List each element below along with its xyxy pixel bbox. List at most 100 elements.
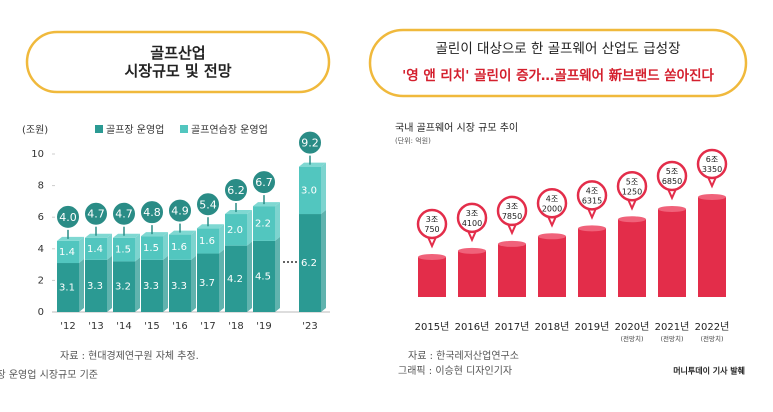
x-tick-label: '19: [256, 321, 271, 332]
y-tick-label: 10: [31, 149, 44, 160]
unit-label: (단위: 억원): [395, 136, 431, 145]
total-bubble: [167, 197, 193, 224]
bar-side: [219, 249, 224, 312]
bar-segment: [113, 237, 135, 262]
text-line: 2000: [542, 204, 562, 213]
label-bubble: [576, 180, 608, 211]
text-line: 1250: [622, 187, 642, 196]
source-note: 자료 : 한국레저산업연구소: [408, 349, 519, 362]
total-label: 6.7: [255, 176, 273, 189]
data-label: 3조 7850: [502, 201, 522, 220]
total-label: 4.7: [87, 208, 105, 221]
text-line: 4100: [462, 218, 482, 227]
text-line: 6315: [582, 196, 602, 205]
x-tick-label: '16: [172, 321, 187, 332]
label-bubble: [616, 171, 648, 202]
bar-segment: [299, 214, 321, 312]
label-bubble: [456, 202, 488, 234]
x-tick-label: '17: [200, 321, 215, 332]
text-line: 5조: [626, 177, 638, 186]
x-tick-label: '18: [228, 321, 243, 332]
total-label: 5.4: [199, 198, 217, 211]
bar: [418, 257, 446, 297]
bar-segment: [169, 234, 191, 260]
bar-cap: [658, 205, 686, 212]
data-label: 3조 4100: [462, 208, 482, 227]
bar-segment: [57, 263, 79, 312]
bar-top: [85, 233, 112, 238]
total-bubble: [83, 200, 109, 227]
x-tick-label: '14: [116, 321, 131, 332]
bar-segment: [85, 237, 107, 260]
total-bubble: [55, 203, 81, 230]
bar-top: [299, 162, 326, 167]
total-bubble: [223, 177, 249, 204]
x-tick-label: 2020년: [615, 321, 650, 333]
label-pin: [507, 223, 517, 236]
x-tick-label: 2015년: [415, 321, 450, 333]
text-line: 6조: [706, 155, 718, 164]
total-bubble: [251, 169, 277, 196]
bar-side: [107, 255, 112, 312]
bar-side: [247, 241, 252, 312]
bar-cap: [698, 194, 726, 200]
data-label: 3.3: [87, 281, 103, 292]
bar-cap: [418, 254, 446, 260]
label-pin: [467, 230, 477, 243]
label-pin: [547, 215, 557, 228]
x-tick-label: '23: [302, 321, 317, 332]
label-pin: [667, 188, 677, 201]
y-tick-label: 2: [38, 275, 44, 286]
data-label: 3.7: [199, 278, 215, 289]
data-label: 1.5: [115, 245, 131, 256]
label-pin: [427, 236, 437, 249]
bar-side: [321, 162, 326, 215]
bar-segment: [197, 253, 219, 312]
x-tick-label: '12: [60, 321, 75, 332]
y-tick-label: 0: [38, 307, 44, 318]
source-note: 머니투데이 기사 발췌: [673, 366, 745, 376]
total-label: 4.7: [115, 208, 133, 221]
text-line: 3350: [702, 165, 722, 174]
bar-side: [135, 257, 140, 312]
bar-top: [169, 230, 196, 235]
legend-label: 골프장 운영업: [106, 123, 164, 136]
data-label: 1.4: [59, 247, 75, 258]
bar-top: [197, 224, 224, 229]
label-bubble: [496, 195, 528, 227]
data-label: 3.3: [143, 281, 159, 292]
text-line: 시장규모 및 전망: [124, 62, 231, 80]
bar-segment: [169, 259, 191, 312]
total-bubble: [111, 200, 137, 227]
bar-side: [135, 233, 140, 262]
source-note: 자료 : 현대경제연구원 자체 추정.: [60, 349, 199, 362]
bar-top: [113, 233, 140, 238]
bar-cap: [458, 247, 486, 254]
bar-side: [219, 224, 224, 254]
chart-subtitle: '영 앤 리치' 골린이 증가…골프웨어 新브랜드 쏟아진다: [402, 67, 714, 84]
bar: [538, 236, 566, 297]
bar-segment: [113, 261, 135, 312]
bar-side: [79, 259, 84, 312]
label-bubble: [416, 208, 448, 240]
x-tick-note: (전망치): [700, 334, 723, 343]
bar: [618, 219, 646, 297]
legend-label: 골프연습장 운영업: [191, 123, 268, 136]
x-tick-label: 2022년: [695, 321, 730, 333]
gap-dots: [283, 261, 297, 263]
data-label: 3.0: [301, 185, 317, 196]
data-label: 6.2: [301, 258, 317, 269]
x-tick-label: 2018년: [535, 321, 570, 333]
x-tick-label: 2017년: [495, 321, 530, 333]
bar-segment: [299, 166, 321, 215]
x-tick-note: (전망치): [620, 334, 643, 343]
bar-segment: [197, 228, 219, 254]
data-label: 3조 750: [424, 215, 439, 234]
data-label: 1.6: [171, 242, 187, 253]
bar-side: [79, 236, 84, 264]
data-label: 4조 2000: [542, 194, 562, 213]
data-label: 1.5: [143, 243, 159, 254]
total-bubble: [195, 191, 221, 218]
title-box: [368, 28, 748, 98]
y-tick-label: 8: [38, 181, 44, 192]
